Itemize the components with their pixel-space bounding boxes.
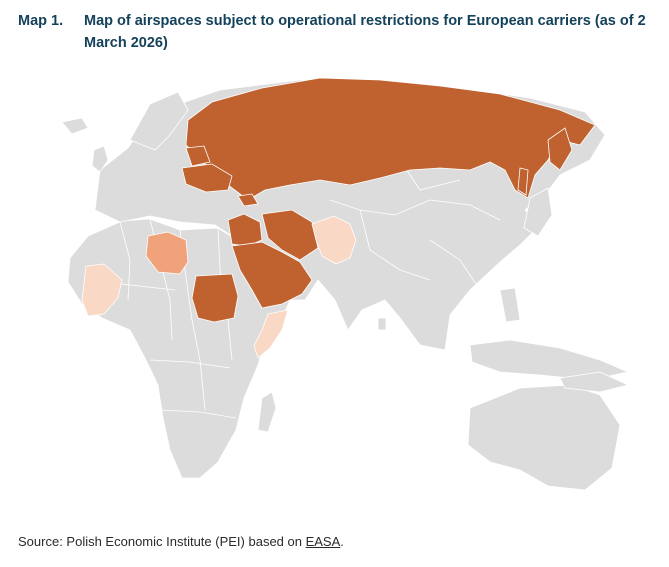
sri-lanka-landmass <box>377 317 387 331</box>
britain-landmass <box>91 145 109 173</box>
kamchatka-restricted <box>547 127 573 171</box>
map-number: Map 1. <box>18 13 64 29</box>
philippines-landmass <box>499 287 521 323</box>
arabia-restricted <box>231 241 313 309</box>
libya-restricted <box>145 231 189 275</box>
levant-restricted <box>227 213 263 247</box>
source-prefix: Source: Polish Economic Institute (PEI) … <box>18 534 306 549</box>
airspace-map <box>61 77 629 491</box>
scandinavia-landmass <box>129 91 189 151</box>
somalia-restricted <box>253 309 289 359</box>
source-note: Source: Polish Economic Institute (PEI) … <box>18 533 344 551</box>
map-title: Map of airspaces subject to operational … <box>84 13 646 51</box>
madagascar-landmass <box>257 391 277 433</box>
japan-landmass <box>523 187 553 237</box>
easa-link[interactable]: EASA <box>305 534 341 549</box>
afghanistan-pakistan-restricted <box>311 215 357 265</box>
new-guinea-landmass <box>559 371 629 393</box>
iceland-landmass <box>61 117 89 135</box>
caucasus-restricted <box>237 193 259 207</box>
source-suffix: . <box>340 534 344 549</box>
iran-restricted <box>261 209 319 261</box>
sakhalin-restricted <box>517 167 529 196</box>
belarus-restricted <box>185 145 211 167</box>
mali-restricted <box>81 263 123 317</box>
sudan-restricted <box>191 273 239 323</box>
ukraine-restricted <box>181 163 233 193</box>
australia-landmass <box>467 384 621 491</box>
